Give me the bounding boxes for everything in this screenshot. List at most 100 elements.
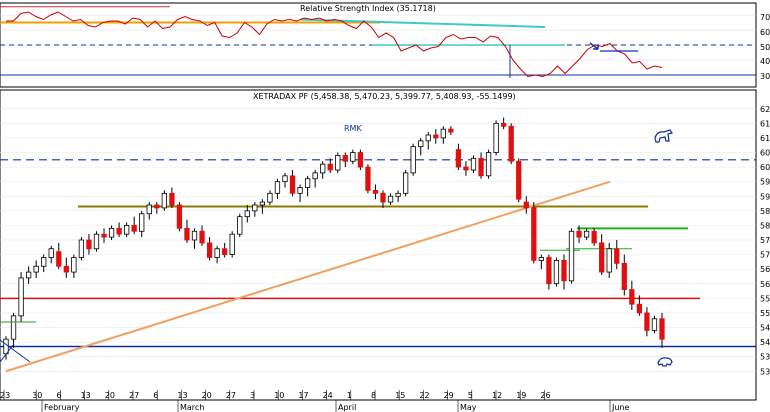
x-tick-label: 13 (177, 391, 187, 400)
x-tick-label: 23 (0, 391, 10, 400)
candle-body (629, 289, 635, 305)
price-ytick: 5900 (760, 192, 770, 201)
candle-body (433, 134, 439, 139)
candle-body (297, 187, 303, 194)
x-tick-label: 5 (468, 391, 473, 400)
x-tick-label: 12 (492, 391, 502, 400)
x-tick-label: 6 (153, 391, 158, 400)
candle-body (78, 239, 85, 258)
candle-body (546, 257, 552, 285)
x-tick-label: 6 (56, 391, 61, 400)
x-tick-label: 30 (32, 391, 42, 400)
x-tick-label: 22 (419, 391, 429, 400)
candle-body (63, 265, 69, 273)
x-month-label: February (44, 403, 80, 412)
candle-body (237, 216, 243, 235)
x-tick-label: 15 (395, 391, 405, 400)
price-ytick: 5550 (760, 294, 770, 303)
x-tick-label: 19 (516, 391, 526, 400)
cross-marker (0, 321, 36, 363)
candle-body (410, 146, 416, 174)
candle-body (387, 195, 394, 203)
candle-body (289, 175, 296, 194)
x-tick-label: 20 (105, 391, 115, 400)
candle-body (440, 128, 446, 139)
price-ytick: 5700 (760, 251, 770, 260)
x-tick-label: 13 (81, 391, 91, 400)
price-ytick: 5600 (760, 280, 770, 289)
rsi-ytick: 30 (760, 72, 770, 81)
x-tick-label: 3 (250, 391, 255, 400)
x-tick-label: 1 (347, 391, 352, 400)
x-tick-label: 17 (298, 391, 308, 400)
price-gridlines (0, 108, 756, 372)
annotation-rmk: RMK (344, 124, 362, 133)
candle-body (86, 239, 92, 250)
candle-body (418, 140, 424, 148)
candle-body (320, 163, 326, 174)
candle-body (478, 157, 484, 177)
candle-body (116, 227, 122, 235)
price-ytick: 6100 (760, 134, 770, 143)
price-ytick: 6200 (760, 105, 770, 114)
x-month-label: April (338, 403, 356, 412)
candle-body (146, 204, 152, 215)
rsi-line (6, 11, 663, 78)
x-axis: 23 30 6 13 20 27 6 13 20 27 3 10 17 24 1 8 15 22 29 5 12 19 26… (0, 390, 756, 412)
candle-body (41, 257, 47, 267)
candle-body (516, 160, 522, 200)
candle-body (124, 225, 130, 235)
candle-body (56, 251, 62, 267)
candle-body (342, 155, 348, 162)
price-ytick: 5650 (760, 265, 770, 274)
candle-body (312, 172, 318, 180)
candle-body (131, 225, 137, 232)
x-tick-label: 20 (202, 391, 212, 400)
candle-body (470, 157, 477, 171)
candle-body (659, 318, 665, 340)
candle-body (614, 248, 620, 264)
candle-body (380, 192, 386, 203)
rsi-y-axis: 70 60 50 40 30 (760, 13, 770, 81)
candle-body (108, 227, 115, 238)
price-ytick: 5750 (760, 236, 770, 245)
candle-body (229, 233, 235, 255)
price-ytick: 5500 (760, 309, 770, 318)
x-tick-label: 10 (274, 391, 284, 400)
candle-body (576, 230, 582, 238)
candle-body (508, 125, 514, 162)
bull-icon (654, 129, 673, 143)
candle-body (33, 265, 39, 273)
candle-body (402, 172, 409, 194)
x-month-label: June (611, 403, 630, 412)
candle-body (222, 248, 228, 255)
price-panel (0, 89, 757, 401)
candle-body (267, 192, 273, 203)
candle-body (644, 312, 650, 331)
price-ytick: 5300 (760, 367, 770, 376)
x-tick-label: 27 (129, 391, 139, 400)
candle-body (214, 248, 220, 258)
candle-body (191, 230, 198, 241)
rsi-ytick: 50 (760, 43, 770, 52)
candle-body (606, 248, 612, 273)
candle-body (161, 192, 167, 209)
price-ytick: 5450 (760, 324, 770, 333)
x-tick-label: 26 (540, 391, 550, 400)
trendline (5, 180, 611, 373)
candle-body (463, 166, 469, 171)
candle-body (93, 233, 100, 250)
rsi-ytick: 70 (760, 13, 770, 22)
candle-body (10, 315, 17, 340)
candle-body (252, 204, 258, 212)
candle-body (501, 122, 507, 127)
rsi-ytick: 60 (760, 28, 770, 37)
candle-body (538, 257, 544, 261)
candle-body (327, 163, 333, 171)
price-ytick: 5850 (760, 207, 770, 216)
price-ytick: 6000 (760, 163, 770, 172)
